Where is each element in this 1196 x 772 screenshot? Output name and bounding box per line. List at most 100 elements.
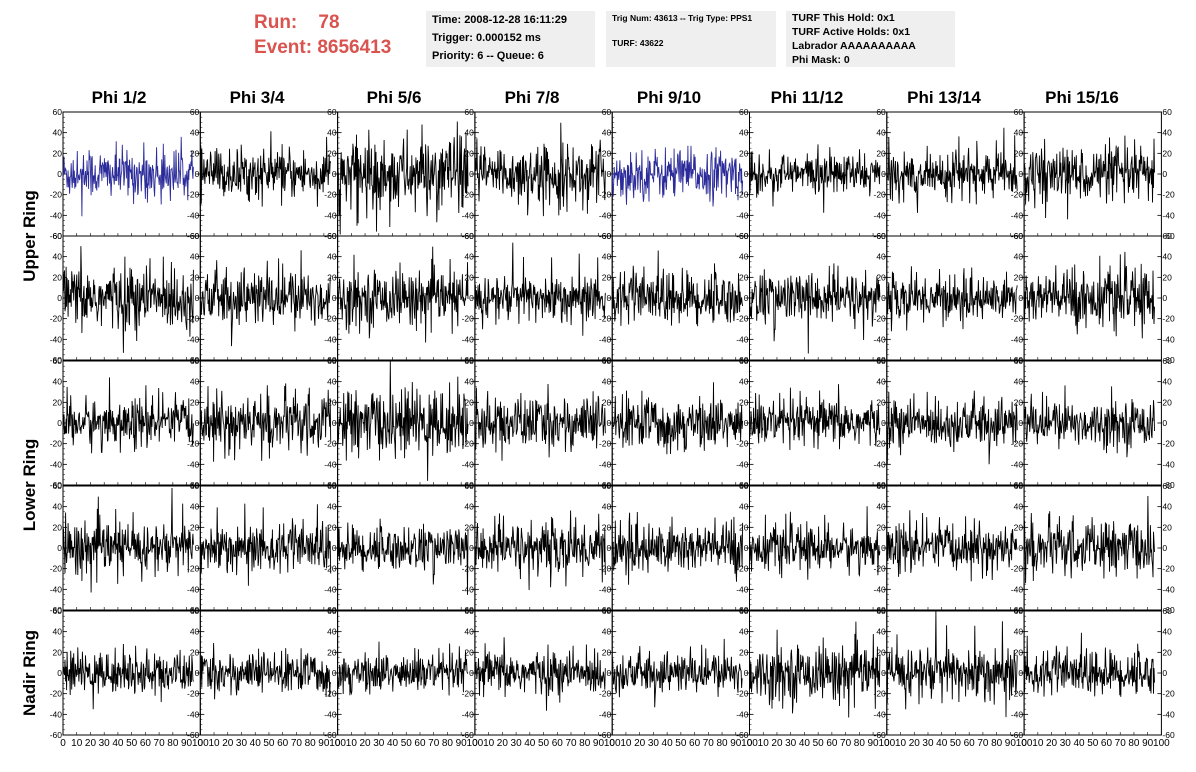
y-tick-label: -60 xyxy=(599,730,612,740)
x-tick-label: 50 xyxy=(126,738,138,749)
y-tick-label: -60 xyxy=(874,355,887,365)
x-tick-label: 80 xyxy=(991,738,1003,749)
y-tick-label: 60 xyxy=(190,481,200,491)
y-tick-label: -20 xyxy=(874,439,887,449)
y-tick-label-right: 20 xyxy=(1162,397,1172,407)
y-tick-label: -40 xyxy=(874,709,887,719)
y-tick-label: 20 xyxy=(190,522,200,532)
y-tick-label: 40 xyxy=(1014,627,1024,637)
y-tick-label: 60 xyxy=(53,481,63,491)
y-tick-label: 40 xyxy=(53,377,63,387)
x-tick-label: 50 xyxy=(538,738,550,749)
y-tick-label: -40 xyxy=(736,584,749,594)
y-tick-label: 40 xyxy=(464,502,474,512)
x-tick-label: 70 xyxy=(840,738,852,749)
y-tick-label: -20 xyxy=(736,190,749,200)
x-tick-label: 60 xyxy=(1101,738,1113,749)
x-tick-label: 30 xyxy=(511,738,523,749)
waveform-trace-r2-c2 xyxy=(337,360,469,481)
y-tick-label: -20 xyxy=(1011,689,1024,699)
y-tick-label: 0 xyxy=(332,543,337,553)
y-tick-label: -60 xyxy=(462,730,475,740)
column-title-phi-5-6: Phi 5/6 xyxy=(366,88,422,107)
time-text: Time: 2008-12-28 16:11:29 xyxy=(432,14,567,26)
y-tick-label: 40 xyxy=(876,128,886,138)
y-tick-label: 20 xyxy=(876,272,886,282)
y-tick-label: -60 xyxy=(50,355,63,365)
x-tick-label: 10 xyxy=(758,738,770,749)
y-tick-label: -20 xyxy=(50,439,63,449)
x-tick-label: 60 xyxy=(140,738,152,749)
y-tick-label: -20 xyxy=(50,190,63,200)
y-tick-label: -60 xyxy=(324,730,337,740)
y-tick-label: -20 xyxy=(1011,439,1024,449)
x-tick-label: 30 xyxy=(785,738,797,749)
y-tick-label-right: 20 xyxy=(1162,148,1172,158)
x-tick-label: 30 xyxy=(236,738,248,749)
waveform-trace-r0-c2 xyxy=(337,121,469,235)
y-tick-label: 0 xyxy=(469,543,474,553)
column-title-phi-15-16: Phi 15/16 xyxy=(1045,88,1119,107)
y-tick-label: -40 xyxy=(462,584,475,594)
y-tick-label: 60 xyxy=(602,356,612,366)
x-tick-label: 90 xyxy=(1005,738,1017,749)
waveform-trace-r0-c6 xyxy=(886,127,1018,213)
column-title-phi-9-10: Phi 9/10 xyxy=(636,88,702,107)
x-tick-label: 40 xyxy=(799,738,811,749)
x-tick-label: 10 xyxy=(895,738,907,749)
x-tick-label: 100 xyxy=(604,738,621,749)
x-tick-label: 20 xyxy=(359,738,371,749)
y-tick-label: 40 xyxy=(602,627,612,637)
y-tick-label: 60 xyxy=(876,481,886,491)
y-tick-label: -20 xyxy=(324,564,337,574)
waveform-trace-r1-c5 xyxy=(749,263,881,354)
x-tick-label: 40 xyxy=(1073,738,1085,749)
x-tick-label: 10 xyxy=(208,738,220,749)
y-tick-label: 40 xyxy=(53,627,63,637)
x-tick-label: 10 xyxy=(71,738,83,749)
x-tick-label: 100 xyxy=(329,738,346,749)
y-tick-label: -60 xyxy=(1011,605,1024,615)
waveform-trace-r4-c7 xyxy=(1023,632,1155,697)
y-tick-label: 60 xyxy=(327,356,337,366)
y-tick-label: -60 xyxy=(187,730,200,740)
y-tick-label: -60 xyxy=(1011,355,1024,365)
y-tick-label-right: -60 xyxy=(1162,730,1175,740)
y-tick-label: 0 xyxy=(1018,293,1023,303)
x-tick-label: 70 xyxy=(1115,738,1127,749)
y-tick-label-right: 60 xyxy=(1162,606,1172,616)
y-tick-label: 40 xyxy=(464,128,474,138)
y-tick-label: -60 xyxy=(1011,730,1024,740)
x-tick-label: 40 xyxy=(387,738,399,749)
y-tick-label-right: -40 xyxy=(1162,459,1175,469)
y-tick-label: 60 xyxy=(53,606,63,616)
y-tick-label: 20 xyxy=(53,647,63,657)
y-tick-label: -40 xyxy=(599,334,612,344)
x-tick-label: 0 xyxy=(60,738,66,749)
x-tick-label: 50 xyxy=(950,738,962,749)
y-tick-label: 0 xyxy=(744,543,749,553)
x-tick-label: 100 xyxy=(878,738,895,749)
y-tick-label: 20 xyxy=(1014,522,1024,532)
column-title-phi-11-12: Phi 11/12 xyxy=(770,88,844,107)
y-tick-label: 0 xyxy=(606,293,611,303)
y-tick-label-right: -40 xyxy=(1162,210,1175,220)
y-tick-label-right: -40 xyxy=(1162,584,1175,594)
y-tick-label: 20 xyxy=(1014,647,1024,657)
x-tick-label: 30 xyxy=(373,738,385,749)
y-tick-label: 60 xyxy=(327,231,337,241)
y-tick-label: 40 xyxy=(739,377,749,387)
y-tick-label: 60 xyxy=(327,606,337,616)
y-tick-label: 60 xyxy=(739,356,749,366)
y-tick-label: 40 xyxy=(1014,377,1024,387)
y-tick-label: 40 xyxy=(190,377,200,387)
y-tick-label: 60 xyxy=(876,231,886,241)
y-tick-label: 0 xyxy=(744,169,749,179)
x-tick-label: 0 xyxy=(198,738,204,749)
y-tick-label: 40 xyxy=(1014,502,1024,512)
waveform-trace-r1-c4 xyxy=(611,250,744,327)
y-tick-label: 20 xyxy=(53,397,63,407)
x-tick-label: 60 xyxy=(689,738,701,749)
y-tick-label: 0 xyxy=(606,543,611,553)
y-tick-label: 0 xyxy=(57,668,62,678)
